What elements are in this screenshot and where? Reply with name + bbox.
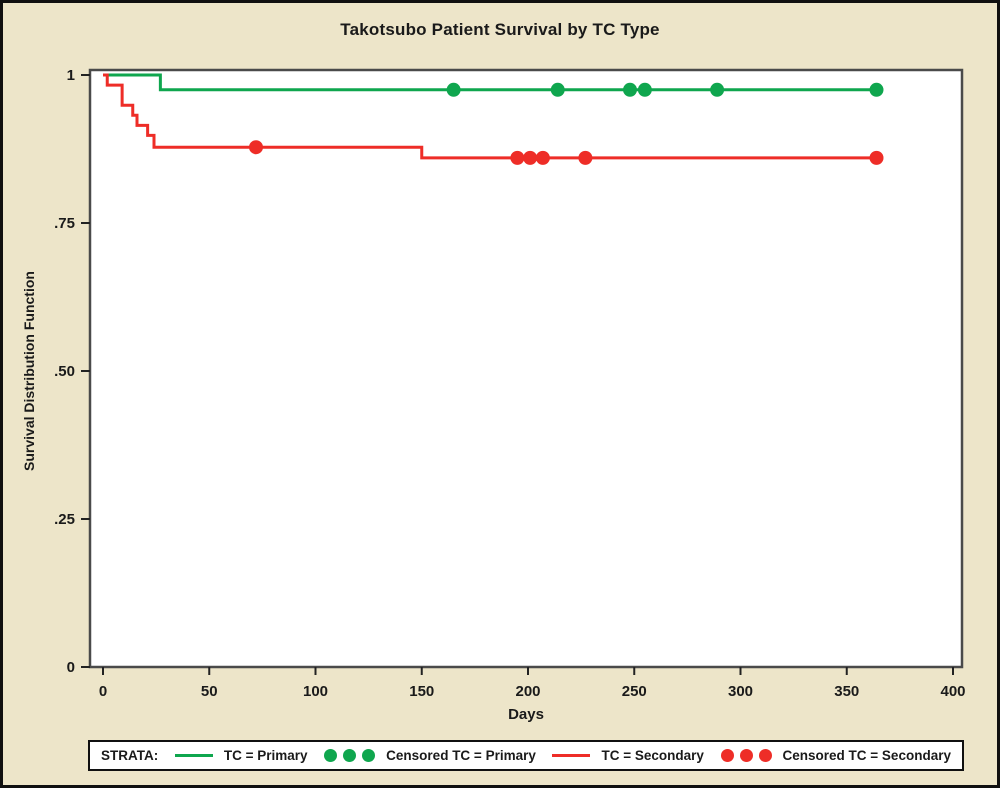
legend-item-censored-secondary: Censored TC = Secondary (720, 748, 951, 763)
legend-strata-label: STRATA: (101, 748, 159, 763)
x-tick-label: 250 (622, 683, 647, 700)
chart-title: Takotsubo Patient Survival by TC Type (340, 20, 660, 39)
legend-item-primary-line: TC = Primary (174, 748, 308, 763)
censor-dot-0 (446, 82, 461, 97)
censor-dot-1 (869, 150, 884, 165)
x-axis-label: Days (508, 706, 544, 723)
legend-item-censored-primary: Censored TC = Primary (324, 748, 536, 763)
x-tick-label: 400 (940, 683, 965, 700)
y-tick-label: .25 (54, 511, 75, 528)
x-tick-label: 50 (201, 683, 218, 700)
censor-dot-1 (510, 150, 525, 165)
censor-dot-0 (637, 82, 652, 97)
censor-dot-0 (623, 82, 637, 97)
censor-dot-1 (249, 140, 263, 155)
x-tick-label: 300 (728, 683, 753, 700)
survival-plot-area: 0 50 100 150 200 250 300 350 400 1 .75 .50 .25 0 Days S… (21, 67, 966, 723)
y-tick-label: .75 (54, 215, 75, 232)
censor-dot-1 (535, 150, 550, 165)
censor-dot-1 (578, 150, 593, 165)
censor-dot-0 (869, 82, 884, 97)
primary-line-icon (174, 754, 213, 757)
x-tick-label: 100 (303, 683, 328, 700)
secondary-censored-dots-icon (720, 749, 772, 762)
x-tick-label: 0 (99, 683, 107, 700)
survival-curve-1 (103, 73, 877, 160)
y-tick-label: 1 (67, 67, 75, 84)
censor-dot-0 (550, 82, 565, 97)
legend-label-primary: TC = Primary (223, 748, 308, 763)
x-tick-label: 200 (515, 683, 540, 700)
survival-curve-0 (103, 73, 877, 92)
y-axis-label: Survival Distribution Function (21, 271, 37, 471)
legend-label-censored-primary: Censored TC = Primary (386, 748, 536, 763)
y-tick-label: .50 (54, 363, 75, 380)
legend-item-secondary-line: TC = Secondary (552, 748, 704, 763)
censor-dot-1 (523, 150, 538, 165)
x-tick-label: 350 (834, 683, 859, 700)
legend-label-censored-secondary: Censored TC = Secondary (782, 748, 951, 763)
primary-censored-dots-icon (324, 749, 376, 762)
secondary-line-icon (552, 754, 591, 757)
censor-dot-0 (710, 82, 725, 97)
legend-label-secondary: TC = Secondary (601, 748, 704, 763)
y-tick-label: 0 (67, 659, 75, 676)
legend-bar: STRATA: TC = Primary Censored TC = Prima… (88, 740, 964, 771)
x-tick-label: 150 (409, 683, 434, 700)
plot-frame (88, 68, 964, 669)
